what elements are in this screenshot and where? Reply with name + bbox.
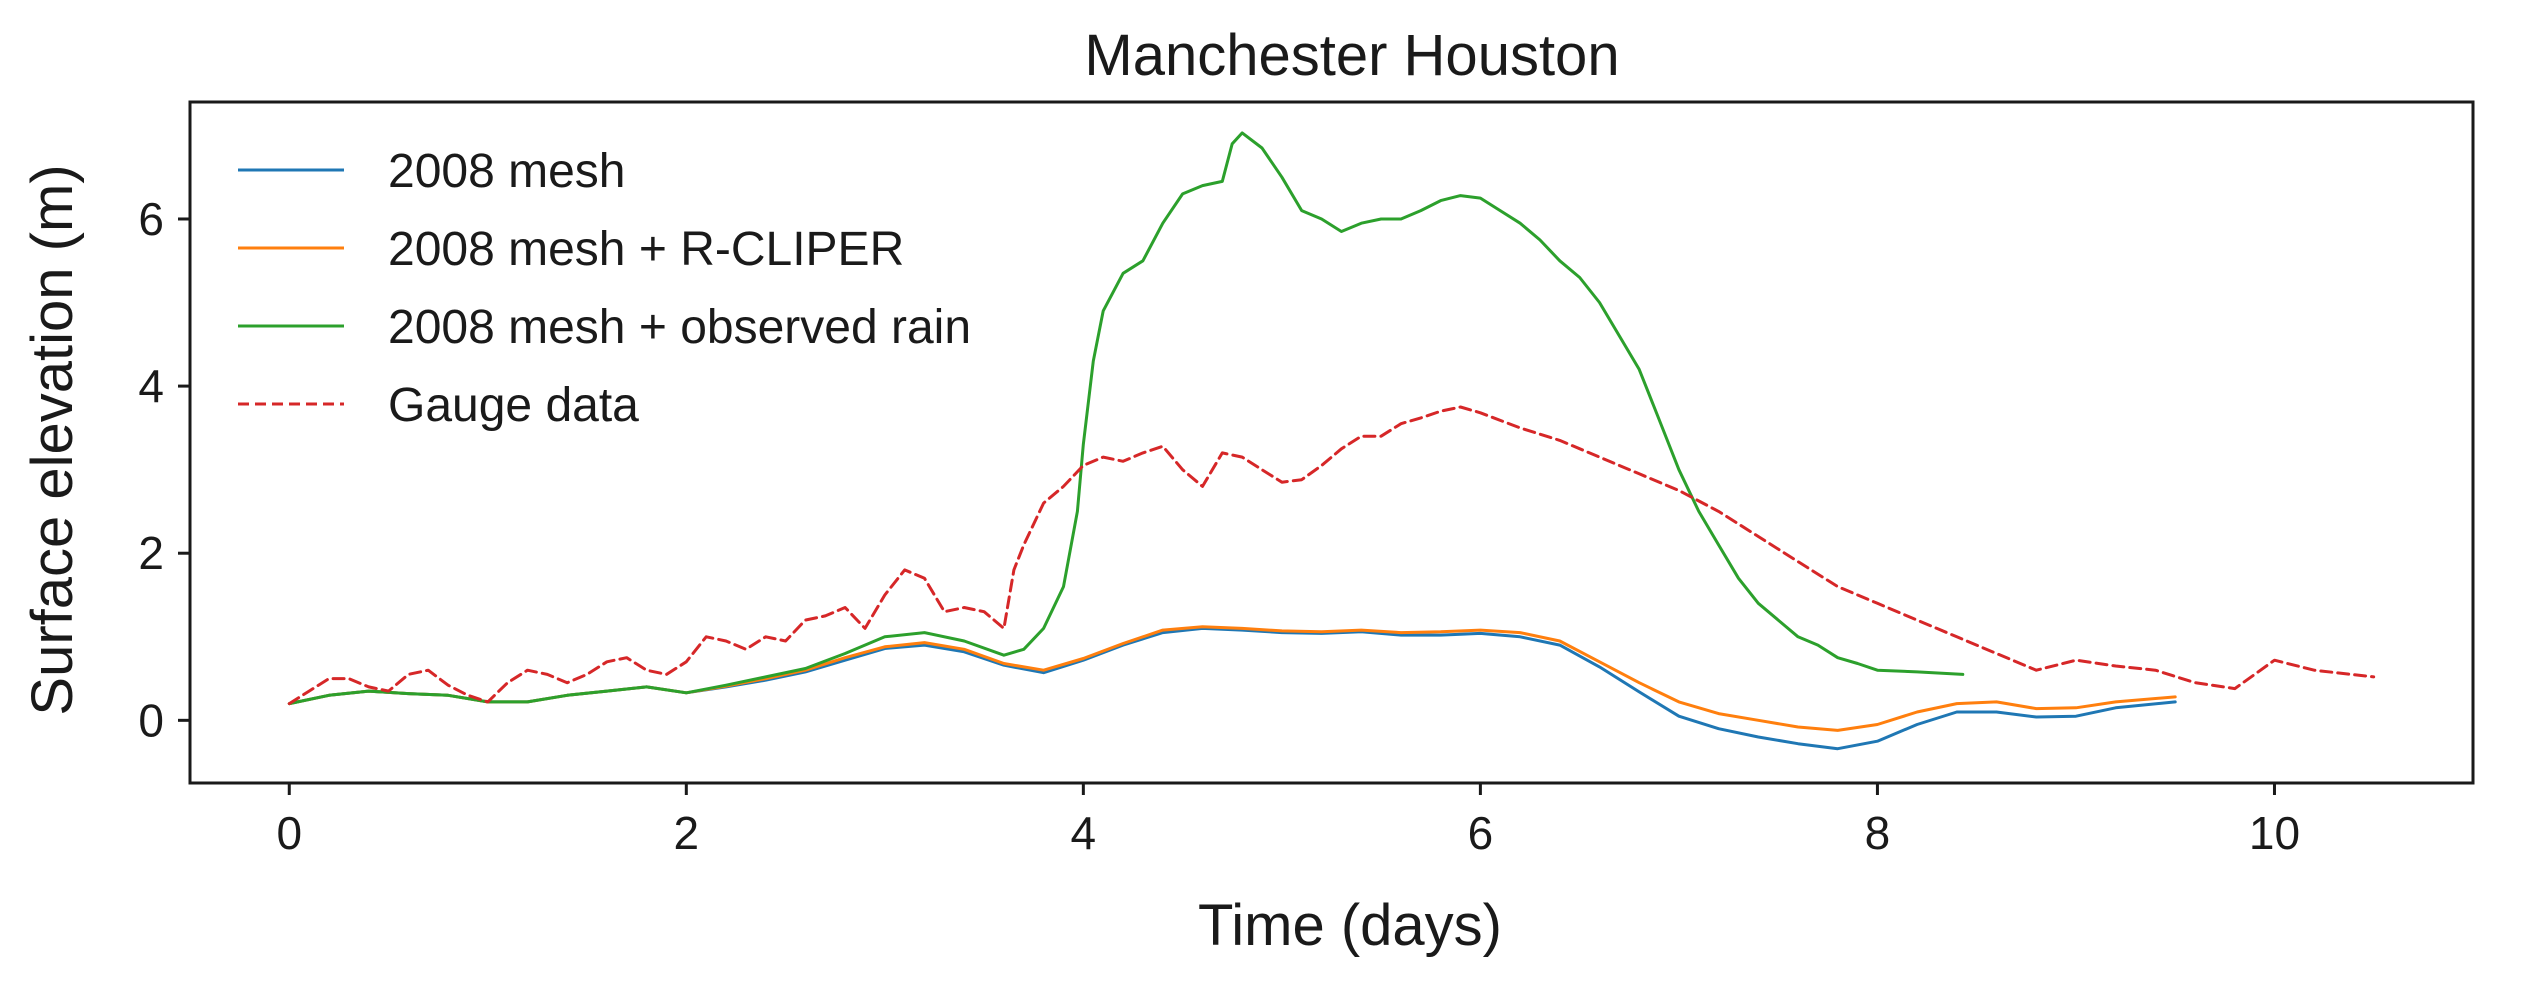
x-tick-label: 8 xyxy=(1865,807,1891,859)
y-axis-label: Surface elevation (m) xyxy=(20,164,85,715)
x-tick-label: 10 xyxy=(2249,807,2300,859)
legend-label: Gauge data xyxy=(388,379,639,432)
series-line-3 xyxy=(287,131,1965,706)
x-tick-label: 4 xyxy=(1071,807,1097,859)
y-tick-label: 4 xyxy=(138,360,164,412)
plot-lines xyxy=(287,131,2376,751)
x-axis-ticks: 0 2 4 6 8 10 xyxy=(276,783,2300,859)
legend-label: 2008 mesh + observed rain xyxy=(388,301,971,354)
x-axis-label: Time (days) xyxy=(1198,893,1502,958)
x-tick-label: 2 xyxy=(674,807,700,859)
legend: 2008 mesh 2008 mesh + R-CLIPER 2008 mesh +… xyxy=(238,145,971,432)
legend-label: 2008 mesh xyxy=(388,145,626,198)
y-tick-label: 6 xyxy=(138,193,164,245)
x-tick-label: 6 xyxy=(1468,807,1494,859)
series-line-4 xyxy=(287,405,2376,706)
y-tick-label: 0 xyxy=(138,694,164,746)
legend-label: 2008 mesh + R-CLIPER xyxy=(388,223,904,276)
chart-title: Manchester Houston xyxy=(1084,23,1619,88)
x-tick-label: 0 xyxy=(276,807,302,859)
y-tick-label: 2 xyxy=(138,527,164,579)
plot-frame xyxy=(188,100,2475,785)
y-axis-ticks: 0 2 4 6 xyxy=(138,193,190,746)
